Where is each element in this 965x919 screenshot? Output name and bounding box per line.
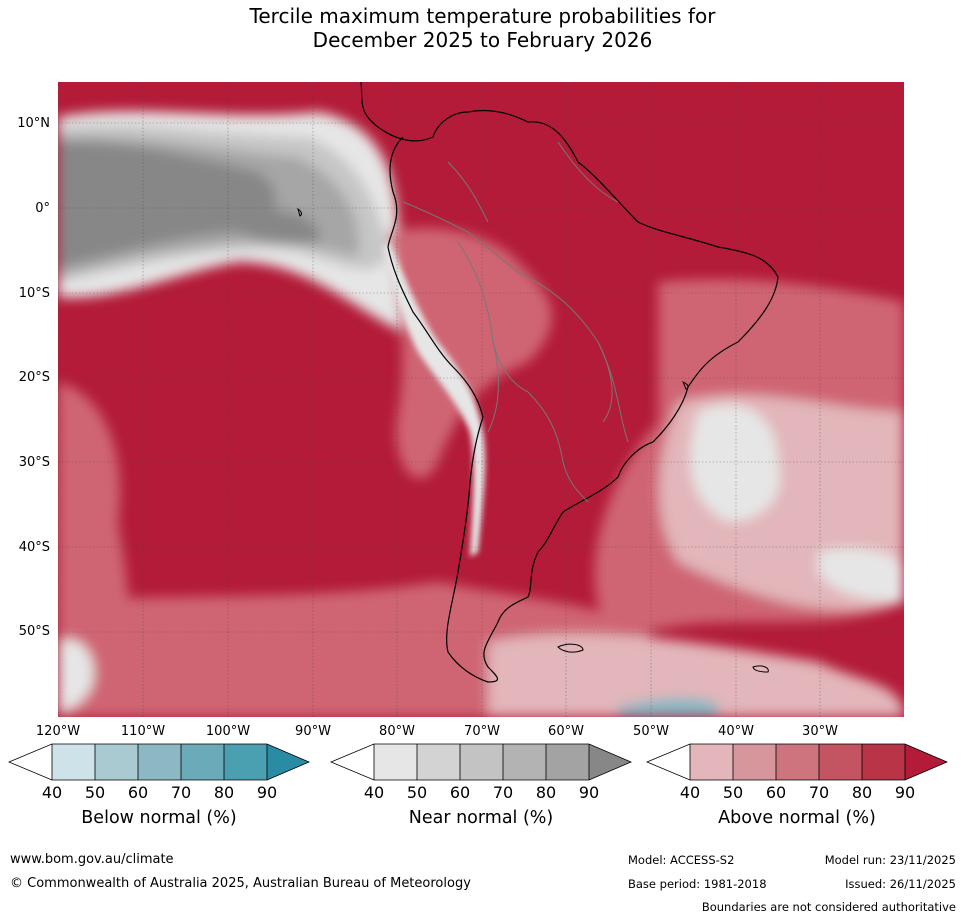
near-cbar-seg-6 [589,744,631,780]
near-normal-pacific-core [58,141,277,267]
below-cbar-seg-5 [224,744,267,780]
colorbar-label-above-normal: Above normal (%) [718,808,876,828]
lon-label-80w: 80°W [379,724,415,739]
graticule [58,82,904,717]
below-tick-60: 60 [127,783,149,802]
colorbar-above-normal [646,743,948,781]
title-line-2: December 2025 to February 2026 [312,28,653,52]
near-cbar-seg-4 [503,744,546,780]
below-tick-70: 70 [170,783,192,802]
footer-copyright: © Commonwealth of Australia 2025, Austra… [10,876,471,891]
title-line-1: Tercile maximum temperature probabilitie… [249,4,716,28]
lon-label-40w: 40°W [718,724,754,739]
near-normal-pacific-core-2 [238,209,320,244]
above-cbar-seg-2 [733,744,776,780]
colorbar-label-below-normal: Below normal (%) [81,808,237,828]
near-cbar-seg-1 [374,744,417,780]
above-cbar-seg-5 [862,744,905,780]
footer-issued: Issued: 26/11/2025 [845,877,956,891]
probability-map [58,82,904,717]
near-cbar-seg-0 [331,744,374,780]
islands [297,207,769,673]
above-cbar-seg-3 [776,744,819,780]
colorbar-label-near-normal: Near normal (%) [408,808,554,828]
footer-model: Model: ACCESS-S2 [628,853,735,867]
below-tick-80: 80 [213,783,235,802]
lon-label-120w: 120°W [35,724,81,739]
colorbar-near-normal [330,743,632,781]
above-tick-70: 70 [808,783,830,802]
lon-label-70w: 70°W [464,724,500,739]
footer-disclaimer: Boundaries are not considered authoritat… [701,900,956,914]
near-tick-90: 90 [578,783,600,802]
country-borders [402,141,629,503]
below-tick-40: 40 [41,783,63,802]
footer-model-run: Model run: 23/11/2025 [824,853,956,867]
below-tick-50: 50 [84,783,106,802]
lon-label-100w: 100°W [205,724,251,739]
below-cbar-seg-2 [95,744,138,780]
lat-label-10s: 10°S [18,286,50,301]
above-cbar-seg-0 [647,744,690,780]
near-normal-andes [383,242,486,557]
above-normal-continent-70 [388,228,552,479]
below-cbar-seg-4 [181,744,224,780]
near-normal-atlantic-40-b [818,548,904,602]
lat-label-20s: 20°S [18,370,50,385]
chart-title: Tercile maximum temperature probabilitie… [0,4,965,52]
near-tick-60: 60 [449,783,471,802]
lon-label-60w: 60°W [548,724,584,739]
near-normal-southwest-40 [58,639,94,712]
below-cbar-seg-6 [267,744,309,780]
lat-label-40s: 40°S [18,540,50,555]
near-tick-70: 70 [492,783,514,802]
near-normal-atlantic-40 [690,404,780,522]
footer-url: www.bom.gov.au/climate [10,852,174,867]
lon-label-50w: 50°W [633,724,669,739]
colorbar-below-normal [8,743,310,781]
near-tick-50: 50 [406,783,428,802]
above-tick-90: 90 [894,783,916,802]
below-cbar-seg-3 [138,744,181,780]
south-america-coastline [360,82,779,683]
above-cbar-seg-6 [905,744,947,780]
near-cbar-seg-5 [546,744,589,780]
lat-label-0: 0° [35,201,50,216]
above-tick-50: 50 [722,783,744,802]
near-tick-80: 80 [535,783,557,802]
below-normal-south-60 [618,697,718,717]
lat-label-10n: 10°N [17,116,50,131]
lon-label-110w: 110°W [120,724,166,739]
below-cbar-seg-0 [9,744,52,780]
near-cbar-seg-3 [460,744,503,780]
lat-label-30s: 30°S [18,455,50,470]
below-cbar-seg-1 [52,744,95,780]
above-normal-south-50 [488,633,904,717]
lon-label-30w: 30°W [802,724,838,739]
footer-base-period: Base period: 1981-2018 [628,877,767,891]
near-cbar-seg-2 [417,744,460,780]
above-tick-80: 80 [851,783,873,802]
below-tick-90: 90 [256,783,278,802]
above-tick-60: 60 [765,783,787,802]
lon-label-90w: 90°W [295,724,331,739]
above-cbar-seg-1 [690,744,733,780]
above-cbar-seg-4 [819,744,862,780]
above-tick-40: 40 [679,783,701,802]
lat-label-50s: 50°S [18,624,50,639]
near-tick-40: 40 [363,783,385,802]
